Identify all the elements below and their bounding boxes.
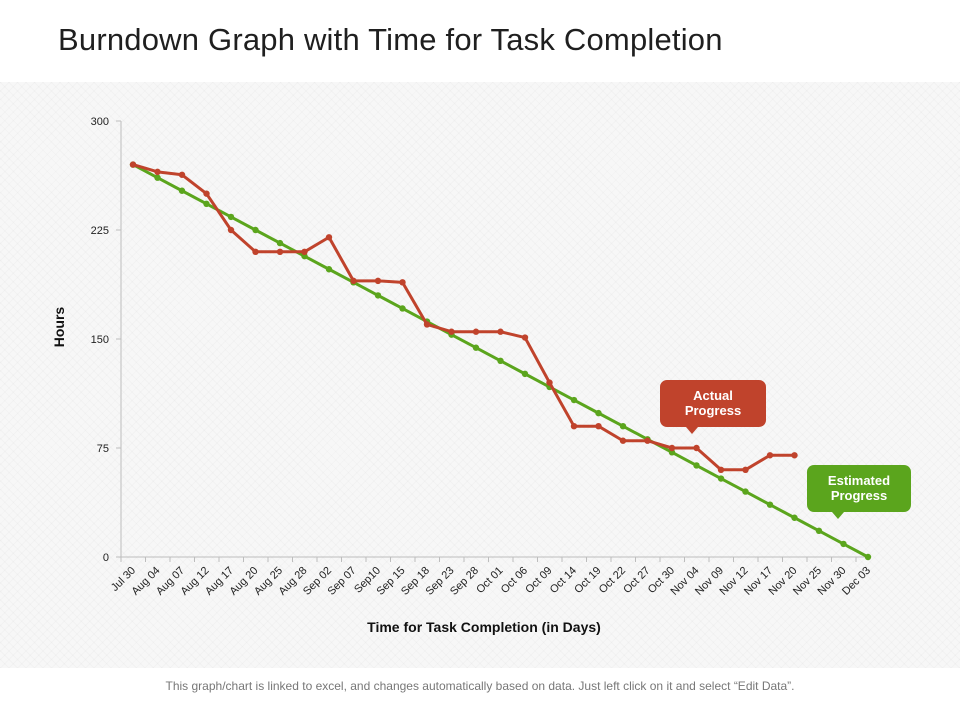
actual-progress-point [497,328,504,335]
estimated-progress-point [178,187,186,194]
estimated-progress-point [252,226,259,234]
actual-progress-point [325,234,333,241]
estimated-progress-point [276,239,284,247]
estimated-progress-point [864,553,872,561]
x-tick-label: Oct 27 [621,565,652,596]
actual-progress-point [423,321,431,328]
actual-progress-point [227,226,235,234]
actual-progress-point [766,452,774,459]
actual-progress-point [644,437,651,444]
actual-progress-callout-label: Actual [693,388,733,403]
estimated-progress-callout [807,465,911,512]
estimated-progress-point [791,514,798,521]
estimated-progress-point [374,292,382,299]
estimated-progress-point [154,174,161,181]
y-axis-title: Hours [51,307,67,348]
estimated-progress-point [693,462,700,469]
estimated-progress-callout-label: Estimated [828,473,890,488]
estimated-progress-point [595,409,602,417]
actual-progress-point [619,437,627,444]
actual-progress-callout [660,380,766,427]
estimated-progress-callout-tail [832,512,844,519]
y-tick-label: 150 [91,334,109,346]
actual-progress-point [252,248,259,255]
actual-progress-line [132,163,795,472]
x-tick-label: Oct 06 [499,565,530,596]
estimated-progress-point [227,213,235,221]
estimated-progress-point [840,540,847,548]
actual-progress-point [374,277,382,285]
footnote: This graph/chart is linked to excel, and… [165,679,795,693]
x-tick-label: Oct 01 [474,565,505,596]
actual-progress-callout-label: Progress [685,403,741,418]
x-tick-label: Oct 09 [523,565,554,596]
x-tick-label: Oct 14 [548,565,579,596]
actual-progress-point [472,328,480,335]
actual-progress-point [791,452,798,459]
estimated-progress-point [497,357,504,364]
estimated-progress-callout-label: Progress [831,488,887,503]
actual-progress-point [595,423,602,430]
actual-progress-point [570,423,578,430]
estimated-progress-point [472,344,480,351]
x-axis-title: Time for Task Completion (in Days) [367,619,601,635]
estimated-progress-point [619,423,627,430]
estimated-progress-point [325,266,333,273]
estimated-progress-point [570,396,578,404]
x-tick-label: Oct 19 [572,565,603,596]
actual-progress-point [203,190,210,197]
actual-progress-point [742,466,749,473]
actual-progress-point [546,379,553,386]
estimated-progress-point [742,488,749,495]
actual-progress-point [276,248,284,255]
y-tick-label: 225 [91,225,109,237]
actual-progress-point [350,277,357,285]
estimated-progress-point [399,305,406,312]
actual-progress-point [717,466,725,473]
actual-progress-point [521,334,529,341]
page-title: Burndown Graph with Time for Task Comple… [58,22,723,57]
estimated-progress-point [203,200,210,208]
estimated-progress-point [766,501,774,508]
estimated-progress-point [717,475,725,482]
actual-progress-point [668,444,676,452]
actual-progress-point [154,168,161,176]
y-tick-label: 0 [103,552,109,564]
y-tick-label: 300 [91,116,109,128]
actual-progress-point [129,161,137,168]
y-tick-label: 75 [97,443,109,455]
actual-progress-point [301,248,308,255]
estimated-progress-point [815,527,823,535]
actual-progress-point [693,444,700,452]
actual-progress-point [178,171,186,178]
estimated-progress-point [521,370,529,378]
actual-progress-point [448,328,455,335]
x-tick-label: Oct 22 [597,565,628,596]
actual-progress-point [399,279,406,286]
actual-progress-callout-tail [686,427,698,434]
chart-panel: 0 75 150 225 300 Jul 30 Aug 04 Aug 07 Aug 12 Aug … [0,82,960,668]
